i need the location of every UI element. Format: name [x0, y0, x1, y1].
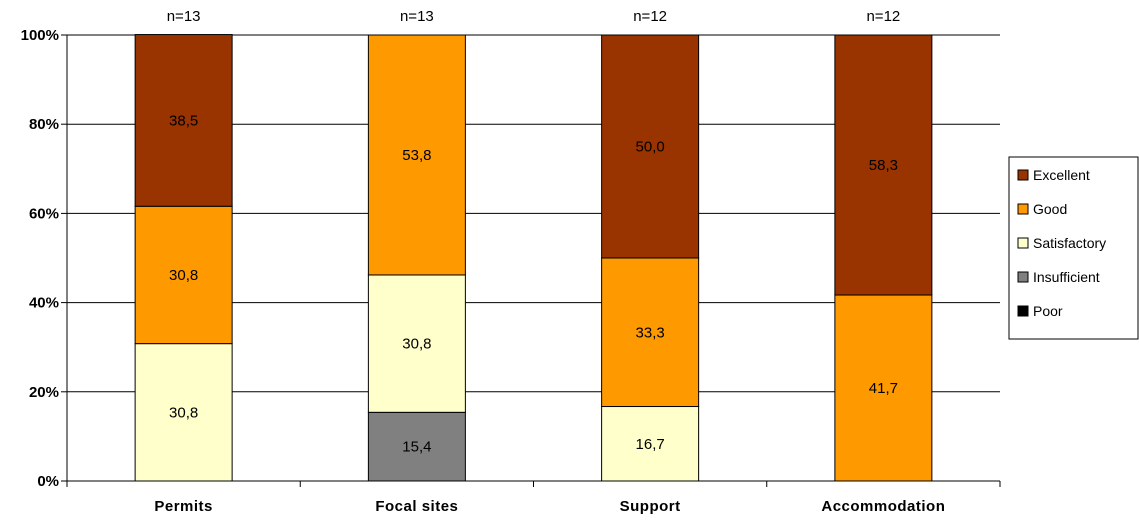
data-label: 38,5	[169, 112, 198, 129]
y-tick-label: 60%	[29, 205, 59, 222]
bar-segment-good	[367, 34, 466, 276]
legend-label: Insufficient	[1033, 269, 1100, 285]
sample-size-label: n=12	[866, 8, 900, 25]
data-label: 15,4	[402, 439, 431, 456]
bar-segment-satisfactory	[367, 274, 466, 413]
legend-box	[1008, 156, 1139, 340]
data-label: 58,3	[869, 157, 898, 174]
bar-segment-excellent	[834, 34, 933, 296]
category-label: Support	[620, 498, 681, 515]
y-tick-label: 80%	[29, 116, 59, 133]
bar-segment-good	[834, 294, 933, 482]
legend: Excellent Good Satisfactory Insufficient Poo…	[1008, 156, 1139, 340]
legend-swatch	[1017, 305, 1029, 317]
legend-swatch	[1017, 169, 1029, 181]
data-label: 33,3	[636, 324, 665, 341]
legend-label: Good	[1033, 201, 1067, 217]
y-tick-label: 40%	[29, 295, 59, 312]
sample-size-label: n=13	[400, 8, 434, 25]
legend-label: Excellent	[1033, 167, 1090, 183]
y-tick-label: 100%	[21, 27, 59, 44]
legend-label: Satisfactory	[1033, 235, 1106, 251]
category-label: Permits	[154, 498, 213, 515]
sample-size-label: n=12	[633, 8, 667, 25]
bar-segment-excellent	[134, 34, 233, 207]
legend-swatch	[1017, 271, 1029, 283]
data-label: 41,7	[869, 380, 898, 397]
legend-swatch	[1017, 203, 1029, 215]
bar-segment-satisfactory	[601, 406, 700, 482]
data-label: 53,8	[402, 147, 431, 164]
legend-label: Poor	[1033, 303, 1063, 319]
sample-size-label: n=13	[167, 8, 201, 25]
data-label: 16,7	[636, 436, 665, 453]
bars	[134, 34, 933, 482]
bar-segment-good	[601, 257, 700, 408]
axes	[61, 34, 1001, 487]
legend-swatch	[1017, 237, 1029, 249]
data-label: 30,8	[169, 267, 198, 284]
bar-segment-excellent	[601, 34, 700, 259]
data-label: 50,0	[636, 139, 665, 156]
bar-segment-good	[134, 205, 233, 345]
data-label: 30,8	[402, 336, 431, 353]
labels: 0% 20% 40% 60% 80% 100% 30,8 30,8 38,5 Permits n=1…	[21, 8, 945, 515]
y-tick-label: 0%	[37, 473, 59, 490]
category-label: Focal sites	[375, 498, 458, 515]
y-tick-label: 20%	[29, 384, 59, 401]
category-label: Accommodation	[821, 498, 945, 515]
data-label: 30,8	[169, 404, 198, 421]
